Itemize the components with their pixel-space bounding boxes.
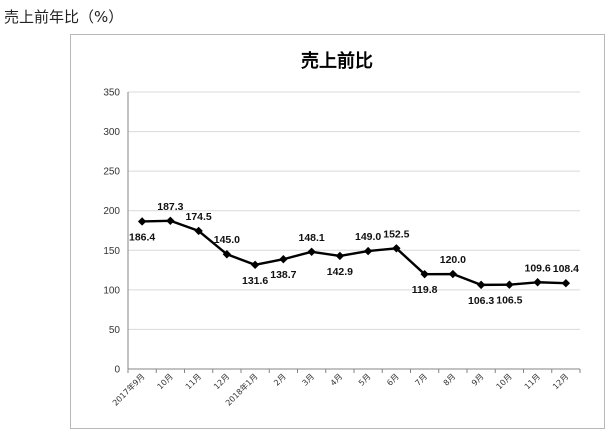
data-point-marker	[222, 250, 232, 259]
data-point-marker	[250, 260, 260, 270]
chart-frame: 売上前比 0 50 100 150 200 250 300 350 2017年9月 10月 11月…	[70, 34, 605, 429]
y-tick-label: 0	[114, 365, 120, 376]
data-point-marker	[279, 255, 288, 264]
data-point-marker	[476, 280, 486, 290]
data-point-marker	[505, 280, 514, 289]
y-tick-label: 50	[109, 325, 121, 336]
y-axis-tick-labels: 0 50 100 150 200 250 300 350	[103, 88, 120, 376]
data-label: 145.0	[214, 234, 240, 246]
data-label: 108.4	[553, 263, 579, 275]
data-label: 120.0	[440, 254, 466, 266]
x-tick-label: 10月	[156, 372, 175, 391]
grid-lines	[128, 91, 580, 330]
y-tick-label: 250	[103, 167, 120, 178]
data-label: 119.8	[412, 284, 438, 296]
data-point-marker	[533, 278, 542, 287]
x-tick-label: 2017年9月	[110, 371, 146, 407]
x-tick-label: 3月	[300, 372, 316, 388]
data-label: 187.3	[157, 201, 183, 213]
x-tick-label: 12月	[551, 372, 570, 391]
data-label: 131.6	[242, 275, 268, 287]
x-tick-label: 4月	[329, 372, 345, 388]
series-lines	[142, 219, 566, 287]
y-tick-label: 300	[103, 127, 120, 138]
x-tick-label: 7月	[413, 372, 429, 388]
x-tick-label: 11月	[523, 372, 542, 391]
data-label: 142.9	[327, 266, 353, 278]
data-point-marker	[561, 279, 571, 288]
x-tick-label: 12月	[212, 372, 231, 391]
page-heading: 売上前年比（%）	[4, 8, 124, 26]
data-point-marker	[392, 244, 401, 253]
data-point-marker	[448, 269, 458, 279]
y-tick-label: 350	[103, 88, 120, 99]
x-tick-label: 2月	[272, 372, 288, 388]
data-label: 186.4	[129, 231, 155, 243]
x-tick-label: 9月	[470, 372, 486, 388]
data-point-marker	[137, 217, 147, 226]
x-tick-label: 6月	[385, 372, 401, 388]
x-tick-label: 8月	[442, 372, 458, 388]
x-tick-label: 11月	[184, 372, 203, 391]
data-label: 138.7	[270, 269, 296, 281]
data-label: 152.5	[383, 228, 409, 240]
axes	[127, 92, 581, 373]
y-tick-label: 150	[103, 246, 120, 257]
data-point-marker	[166, 216, 175, 225]
series-line	[142, 219, 566, 287]
data-point-marker	[363, 246, 373, 256]
data-label: 106.5	[496, 295, 522, 307]
data-label: 106.3	[468, 295, 494, 307]
data-label: 109.6	[524, 262, 550, 274]
x-tick-label: 5月	[357, 372, 373, 388]
data-label: 174.5	[185, 211, 211, 223]
line-chart: 売上前比 0 50 100 150 200 250 300 350 2017年9月 10月 11月…	[103, 50, 581, 408]
chart-title: 売上前比	[301, 50, 373, 72]
y-tick-label: 100	[103, 285, 120, 296]
data-point-marker	[307, 247, 316, 256]
data-point-marker	[335, 251, 345, 261]
data-label: 148.1	[298, 232, 324, 244]
data-label: 149.0	[355, 231, 381, 243]
x-tick-label: 10月	[495, 372, 514, 391]
y-tick-label: 200	[103, 206, 120, 217]
